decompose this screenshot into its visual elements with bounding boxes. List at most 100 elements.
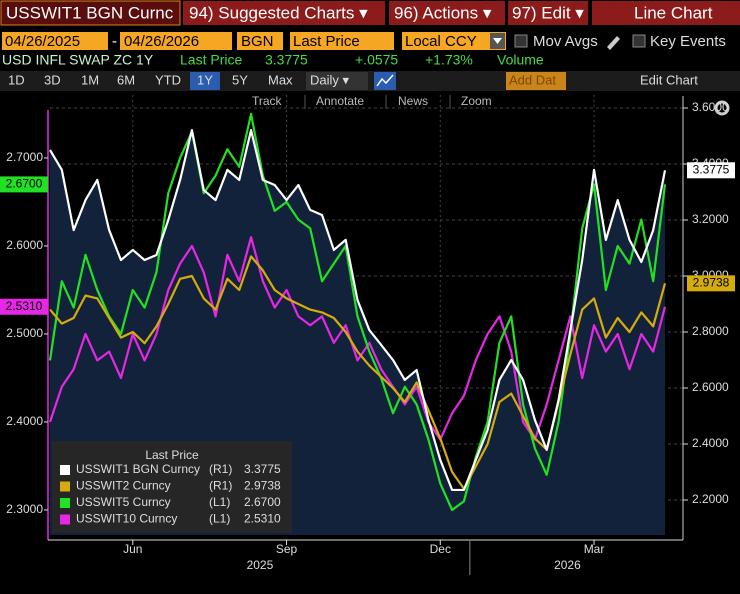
y2-tick-label: 2.2000 (692, 492, 729, 506)
quote-last: 3.3775 (265, 52, 308, 68)
legend-axis: (R1) (209, 462, 232, 476)
menu-label[interactable]: 97) Edit ▾ (512, 3, 584, 22)
period-button[interactable]: YTD (155, 72, 181, 87)
view-label: Line Chart (634, 3, 713, 22)
quote-field: Last Price (180, 52, 242, 68)
last-value-label: 2.5310 (6, 299, 43, 313)
quote-change: +.0575 (355, 52, 398, 68)
y-tick-label: 2.6000 (6, 238, 43, 252)
period-button[interactable]: 6M (117, 72, 135, 87)
tool[interactable]: Zoom (461, 94, 492, 108)
line (48, 112, 667, 512)
y-tick-label: 2.5000 (6, 326, 43, 340)
x-tick-label: Mar (584, 542, 605, 556)
frequency[interactable]: Daily ▾ (310, 72, 350, 87)
menu-button[interactable] (508, 1, 588, 25)
date-field[interactable] (120, 32, 232, 50)
legend-title: Last Price (145, 448, 199, 462)
tool[interactable]: Track (252, 94, 283, 108)
field-select[interactable] (290, 32, 394, 50)
legend-axis: (L1) (209, 495, 230, 509)
legend-axis: (R1) (209, 479, 232, 493)
last-value-tag (0, 298, 48, 315)
tool[interactable]: News (398, 94, 428, 108)
end-date[interactable]: 04/26/2026 (124, 33, 199, 50)
line (49, 255, 667, 490)
menu-button[interactable] (389, 1, 505, 25)
period-button[interactable]: 5Y (232, 72, 248, 87)
field[interactable]: Last Price (293, 33, 360, 50)
legend-swatch (60, 514, 70, 525)
menu-label[interactable]: 96) Actions ▾ (394, 3, 492, 22)
area (50, 130, 665, 535)
tool[interactable]: Annotate (316, 94, 364, 108)
year-label: 2026 (554, 558, 581, 572)
menu-button[interactable] (183, 1, 385, 25)
x-tick-label: Jun (123, 542, 142, 556)
quote-volume: Volume (497, 52, 544, 68)
separator: - (112, 33, 117, 50)
legend-value: 2.5310 (244, 512, 281, 526)
edit-chart[interactable]: Edit Chart (640, 72, 698, 87)
period-button[interactable]: Max (268, 72, 293, 87)
y2-tick-label: 3.6000 (692, 100, 729, 114)
y2-tick-label: 2.8000 (692, 324, 729, 338)
period-button[interactable]: 1D (8, 72, 25, 87)
option-label[interactable]: Key Events (650, 33, 726, 50)
line (49, 129, 667, 492)
legend-value: 2.9738 (244, 479, 281, 493)
quote-description: USD INFL SWAP ZC 1Y (2, 52, 154, 68)
legend-swatch (60, 498, 70, 508)
y2-tick-label: 2.4000 (692, 436, 729, 450)
period-button[interactable]: 1Y (197, 72, 213, 87)
currency[interactable]: Local CCY (405, 33, 477, 50)
option-label[interactable]: Mov Avgs (533, 33, 598, 50)
selected-period (190, 72, 220, 90)
legend-name: USSWIT5 Curncy (76, 495, 171, 509)
source[interactable]: BGN (241, 33, 274, 50)
start-date[interactable]: 04/26/2025 (5, 33, 80, 50)
legend-box (52, 441, 292, 533)
security-field[interactable] (0, 0, 181, 26)
y2-tick-label: 3.2000 (692, 212, 729, 226)
checkbox[interactable] (514, 34, 528, 48)
legend-swatch (60, 465, 70, 475)
legend-axis: (L1) (209, 512, 230, 526)
add-data-button[interactable] (506, 72, 566, 90)
pencil-icon[interactable] (607, 36, 620, 50)
last-value-label: 2.9738 (693, 276, 730, 290)
quote-change-pct: +1.73% (425, 52, 473, 68)
last-value-label: 3.3775 (693, 162, 730, 176)
period-button[interactable]: 1M (81, 72, 99, 87)
dropdown-arrow (493, 38, 502, 44)
chart-type-icon (376, 74, 394, 87)
security[interactable]: USSWIT1 BGN Curnc (6, 3, 174, 22)
y-tick-label: 2.7000 (6, 150, 43, 164)
y-tick-label: 2.3000 (6, 502, 43, 516)
legend-swatch (60, 481, 70, 492)
line (48, 236, 667, 441)
period-bar (0, 71, 740, 91)
legend-name: USSWIT1 BGN Curncy (76, 462, 200, 476)
source-field[interactable] (237, 32, 283, 50)
period-button[interactable]: 3D (44, 72, 61, 87)
year-label: 2025 (247, 558, 274, 572)
x-tick-label: Sep (276, 542, 298, 556)
legend-name: USSWIT10 Curncy (76, 512, 177, 526)
y-tick-label: 2.4000 (6, 414, 43, 428)
date-field[interactable] (2, 32, 108, 50)
add-data[interactable]: Add Dat (509, 72, 556, 87)
last-value-tag (687, 162, 735, 179)
settings-icon[interactable] (714, 100, 730, 116)
view-label-bg (592, 1, 740, 25)
legend-value: 3.3775 (244, 462, 281, 476)
legend-value: 2.6700 (244, 495, 281, 509)
frequency-select[interactable] (306, 72, 368, 90)
menu-label[interactable]: 94) Suggested Charts ▾ (189, 3, 368, 22)
checkbox[interactable] (632, 34, 646, 48)
last-value-label: 2.6700 (6, 177, 43, 191)
y2-tick-label: 2.6000 (692, 380, 729, 394)
currency-select[interactable] (402, 32, 506, 50)
